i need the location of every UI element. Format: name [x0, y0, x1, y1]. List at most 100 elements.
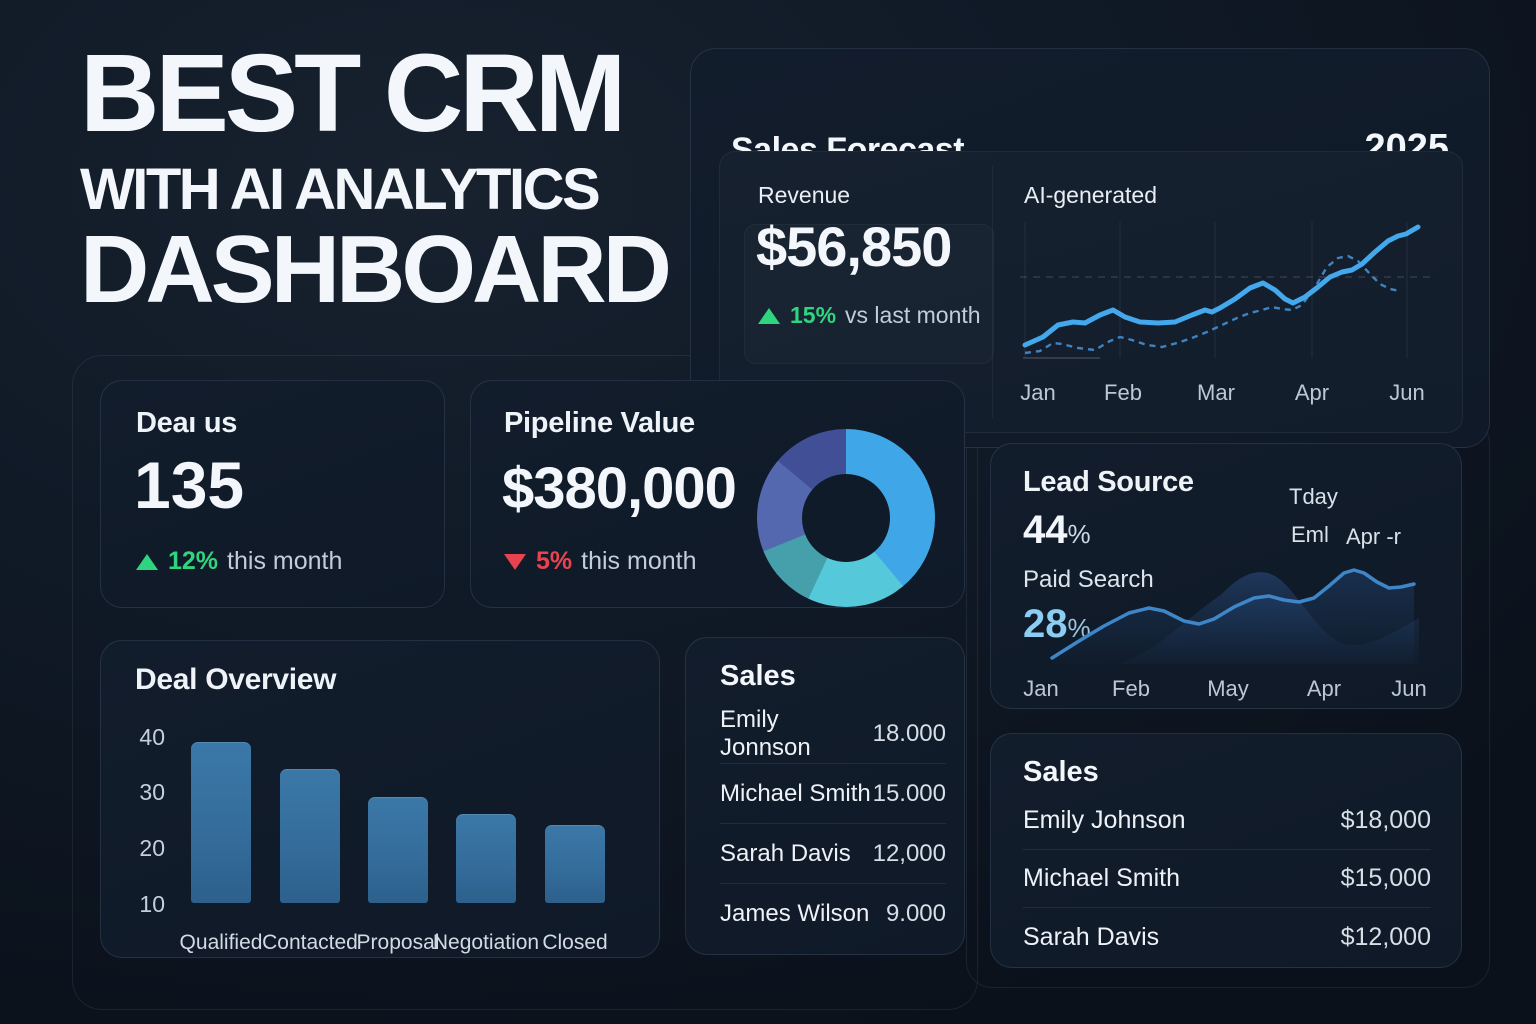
month-label: Feb — [1112, 676, 1150, 701]
deal-status-delta: 12% this month — [136, 547, 342, 576]
lead-source-area-chart — [1050, 568, 1419, 664]
list-item[interactable]: Michael Smith 15.000 — [720, 764, 946, 824]
lead-source-month-axis: Jan Feb May Apr Jun — [991, 676, 1463, 702]
revenue-label: Revenue — [758, 182, 851, 208]
person-name: Emily Jonnson — [720, 705, 811, 761]
pipeline-delta-value: 5% — [536, 547, 573, 575]
deal-status-value: 135 — [134, 448, 245, 522]
headline-line-1: BEST CRM — [80, 32, 626, 155]
sales-list-title: Sales — [720, 660, 796, 692]
forecast-dashed-series — [1024, 254, 1401, 355]
deal-status-title: Deaı us — [136, 407, 238, 439]
sales-list-card: Sales Emily Jonnson 18.000 Michael Smith… — [685, 637, 965, 955]
month-label: Mar — [1197, 380, 1235, 405]
legend-apr: Apr -r — [1346, 524, 1401, 549]
pipeline-value: $380,000 — [502, 456, 737, 521]
x-axis-label: Qualified — [179, 931, 263, 954]
revenue-delta-suffix: vs last month — [845, 302, 981, 328]
sales-summary-title: Sales — [1023, 756, 1099, 788]
pipeline-delta-suffix: this month — [581, 547, 697, 575]
y-axis-tick: 20 — [139, 835, 165, 861]
pipeline-delta: 5% this month — [504, 547, 696, 576]
x-axis-label: Closed — [542, 931, 608, 954]
y-axis-tick: 40 — [139, 724, 165, 750]
deal-status-delta-value: 12% — [168, 547, 219, 575]
deal-status-card: Deaı us 135 12% this month — [100, 380, 445, 608]
month-label: Jun — [1389, 380, 1425, 405]
sales-list-rows: Emily Jonnson 18.000 Michael Smith 15.00… — [720, 704, 946, 944]
list-item[interactable]: Sarah Davis 12,000 — [720, 824, 946, 884]
legend-eml: Eml — [1291, 522, 1329, 547]
legend-tday: Tday — [1289, 484, 1338, 509]
person-value: $18,000 — [1340, 806, 1431, 834]
person-name: Emily Johnson — [1023, 806, 1186, 834]
revenue-value: $56,850 — [756, 215, 952, 278]
ai-generated-label: AI-generated — [1024, 182, 1157, 208]
bar-proposal — [368, 797, 428, 903]
person-name: Sarah Davis — [1023, 922, 1160, 951]
pipeline-donut — [757, 429, 935, 607]
person-value: 15.000 — [872, 779, 946, 807]
forecast-line-chart — [1020, 222, 1432, 359]
month-label: Jun — [1391, 676, 1427, 701]
sales-summary-rows: Emily Johnson $18,000 Michael Smith $15,… — [1023, 792, 1431, 966]
lead-line-series — [1050, 568, 1416, 660]
headline-line-2: WITH AI ANALYTICS — [80, 157, 601, 222]
forecast-solid-series — [1022, 224, 1421, 348]
month-label: Feb — [1104, 380, 1142, 405]
person-value: 18.000 — [872, 719, 946, 747]
sales-summary-card: Sales Emily Johnson $18,000 Michael Smit… — [990, 733, 1462, 968]
x-axis-label: Contacted — [262, 931, 358, 954]
forecast-month-axis: Jan Feb Mar Apr Jun — [1020, 380, 1434, 406]
deal-status-delta-suffix: this month — [227, 547, 343, 575]
lead-area-fill — [1052, 570, 1414, 664]
panel-divider — [992, 166, 993, 418]
paid-search-pct-value: 28 — [1023, 602, 1068, 646]
down-arrow-icon — [504, 553, 526, 570]
revenue-delta: 15% vs last month — [758, 302, 981, 329]
person-name: James Wilson — [720, 900, 870, 927]
bar-closed — [545, 825, 605, 903]
pipeline-title: Pipeline Value — [504, 407, 695, 439]
person-name: Sarah Davis — [720, 839, 851, 867]
list-item[interactable]: Michael Smith $15,000 — [1023, 850, 1431, 908]
month-label: Apr — [1306, 676, 1342, 701]
bar-negotiation — [456, 813, 516, 903]
month-label: Apr — [1294, 380, 1330, 405]
list-item[interactable]: James Wilson 9.000 — [720, 884, 946, 944]
list-item[interactable]: Emily Jonnson 18.000 — [720, 704, 946, 764]
lead-source-card: Lead Source 44% Paid Search 28% Tday Eml… — [990, 443, 1462, 709]
month-label: Jan — [1020, 380, 1056, 405]
deal-overview-title: Deal Overview — [135, 663, 337, 696]
y-axis-tick: 10 — [139, 891, 165, 917]
pipeline-value-card: Pipeline Value $380,000 5% this month — [470, 380, 965, 608]
paid-search-label: Paid Search — [1023, 566, 1154, 593]
list-item[interactable]: Emily Johnson $18,000 — [1023, 792, 1431, 850]
person-value: $12,000 — [1340, 922, 1431, 951]
paid-search-pct: 28% — [1023, 602, 1091, 647]
deal-overview-card: Deal Overview 40 30 20 10 Qualified Cont… — [100, 640, 660, 958]
person-name: Michael Smith — [1023, 864, 1180, 892]
list-item[interactable]: Sarah Davis $12,000 — [1023, 908, 1431, 966]
month-label: May — [1207, 676, 1249, 701]
percent-sign: % — [1067, 519, 1091, 549]
lead-source-title: Lead Source — [1023, 466, 1194, 498]
revenue-delta-value: 15% — [790, 302, 837, 328]
up-arrow-icon — [758, 307, 780, 324]
x-axis-label: Proposal — [356, 931, 440, 954]
revenue-subpanel — [744, 224, 994, 364]
person-value: 12,000 — [872, 839, 946, 867]
month-label: Jan — [1023, 676, 1059, 701]
y-axis-tick: 30 — [139, 779, 165, 805]
headline-line-3: DASHBOARD — [80, 216, 672, 323]
person-value: $15,000 — [1340, 864, 1431, 892]
up-arrow-icon — [136, 553, 158, 570]
lead-source-top-pct-value: 44 — [1023, 508, 1068, 552]
bar-qualified — [191, 741, 251, 903]
x-axis-label: Negotiation — [432, 931, 540, 954]
left-panel-container — [72, 355, 978, 1010]
person-name: Michael Smith — [720, 779, 871, 807]
bar-contacted — [280, 769, 340, 903]
lead-source-top-pct: 44% — [1023, 508, 1091, 553]
